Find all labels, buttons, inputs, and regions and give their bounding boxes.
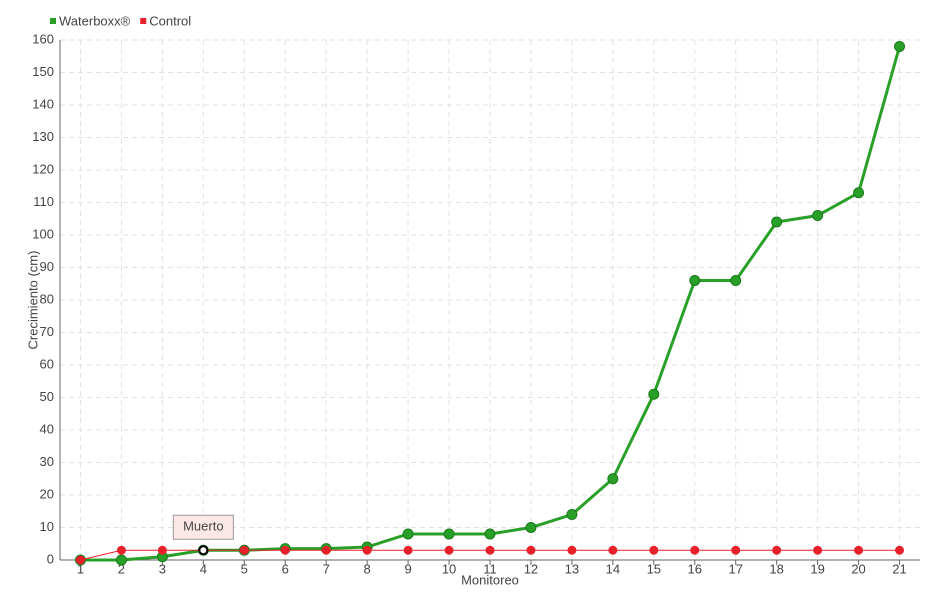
x-tick-label: 11	[483, 561, 497, 576]
y-tick-label: 110	[33, 194, 54, 209]
data-point	[649, 545, 659, 555]
data-point	[771, 216, 783, 228]
data-point	[443, 528, 455, 540]
data-point	[566, 509, 578, 520]
data-point	[690, 545, 700, 555]
data-point	[75, 555, 85, 565]
x-tick-label: 5	[241, 561, 248, 576]
x-tick-label: 4	[200, 561, 207, 576]
x-tick-label: 8	[364, 561, 371, 576]
data-point	[484, 528, 496, 540]
data-point	[485, 545, 495, 555]
x-tick-label: 2	[118, 561, 125, 576]
x-tick-label: 20	[851, 561, 865, 576]
data-point	[157, 545, 167, 555]
data-point	[813, 545, 823, 555]
data-point	[608, 545, 618, 555]
data-point	[403, 545, 413, 555]
data-point	[689, 275, 701, 286]
annotation-box	[172, 514, 234, 540]
data-point	[853, 187, 865, 199]
y-tick-label: 160	[32, 31, 54, 46]
legend-label: Waterboxx®	[59, 13, 131, 28]
x-tick-label: 16	[688, 561, 702, 576]
y-tick-label: 50	[40, 389, 54, 404]
x-tick-label: 1	[77, 561, 84, 576]
y-tick-label: 70	[40, 324, 54, 339]
data-point	[321, 545, 331, 555]
y-tick-label: 100	[32, 226, 54, 241]
data-point	[894, 41, 906, 52]
x-tick-label: 17	[728, 561, 742, 576]
data-point	[607, 473, 619, 485]
x-tick-label: 3	[159, 561, 166, 576]
y-tick-label: 80	[40, 291, 54, 306]
y-tick-label: 10	[40, 519, 54, 534]
y-tick-label: 0	[47, 551, 54, 566]
y-tick-label: 150	[32, 64, 54, 79]
y-tick-label: 90	[40, 259, 54, 274]
y-tick-label: 20	[40, 486, 54, 501]
annotation-marker	[198, 545, 209, 556]
y-tick-label: 120	[32, 161, 54, 176]
data-point	[648, 388, 660, 400]
x-tick-label: 9	[404, 561, 411, 576]
x-tick-label: 12	[524, 561, 538, 576]
data-point	[444, 545, 454, 555]
x-tick-label: 21	[892, 561, 906, 576]
data-point	[362, 545, 372, 555]
y-tick-label: 30	[40, 454, 54, 469]
y-axis-label: Crecimiento (cm)	[25, 251, 40, 350]
y-tick-label: 40	[40, 421, 54, 436]
data-point	[526, 545, 536, 555]
x-axis-label: Monitoreo	[461, 572, 519, 587]
x-tick-label: 7	[323, 561, 330, 576]
legend-label: Control	[149, 13, 191, 28]
x-tick-label: 15	[647, 561, 661, 576]
data-point	[772, 545, 782, 555]
x-tick-label: 14	[606, 561, 620, 576]
x-tick-label: 10	[442, 561, 456, 576]
legend-swatch	[50, 18, 56, 24]
y-tick-label: 140	[32, 96, 54, 111]
annotation-label: Muerto	[183, 519, 223, 534]
data-point	[895, 545, 905, 555]
x-tick-label: 19	[810, 561, 824, 576]
data-point	[567, 545, 577, 555]
x-tick-label: 13	[565, 561, 579, 576]
legend-swatch	[140, 18, 147, 24]
data-point	[116, 545, 126, 555]
data-point	[402, 528, 414, 540]
data-point	[730, 275, 742, 286]
data-point	[731, 545, 741, 555]
data-point	[812, 210, 824, 221]
y-tick-label: 60	[40, 356, 54, 371]
data-point	[525, 522, 537, 533]
data-point	[115, 554, 127, 566]
data-point	[280, 545, 290, 555]
data-point	[239, 545, 249, 555]
y-tick-label: 130	[32, 129, 54, 144]
data-point	[854, 545, 864, 555]
x-tick-label: 18	[769, 561, 783, 576]
x-tick-label: 6	[282, 561, 289, 576]
